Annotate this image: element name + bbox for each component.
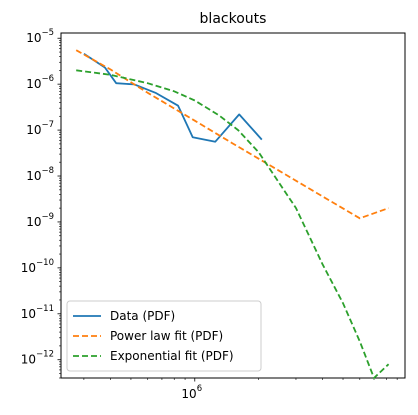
legend-label-data: Data (PDF) — [110, 309, 175, 323]
y-tick-label: 10−11 — [21, 304, 54, 321]
x-tick-label: 106 — [181, 384, 202, 401]
y-tick-label: 10−12 — [21, 350, 54, 367]
x-axis: 106 — [83, 378, 398, 401]
plot-area — [60, 32, 406, 379]
y-tick-label: 10−8 — [26, 166, 54, 183]
y-axis: 10−5 10−6 10−7 10−8 10−9 10−10 10−11 10−12 — [21, 28, 61, 379]
series-power-law-line — [75, 49, 389, 220]
y-tick-label: 10−6 — [26, 74, 54, 91]
y-tick-label: 10−10 — [21, 258, 54, 275]
legend-label-exponential: Exponential fit (PDF) — [110, 349, 234, 363]
legend-label-power-law: Power law fit (PDF) — [110, 329, 223, 343]
y-tick-label: 10−9 — [26, 212, 54, 229]
series-data-line — [83, 52, 263, 143]
legend: Data (PDF) Power law fit (PDF) Exponenti… — [66, 300, 262, 372]
chart-title: blackouts — [200, 11, 267, 27]
y-tick-label: 10−5 — [26, 28, 54, 45]
y-tick-label: 10−7 — [26, 120, 54, 137]
series-exponential-line — [76, 69, 390, 379]
legend-box — [66, 300, 262, 372]
series-layer — [75, 49, 390, 379]
